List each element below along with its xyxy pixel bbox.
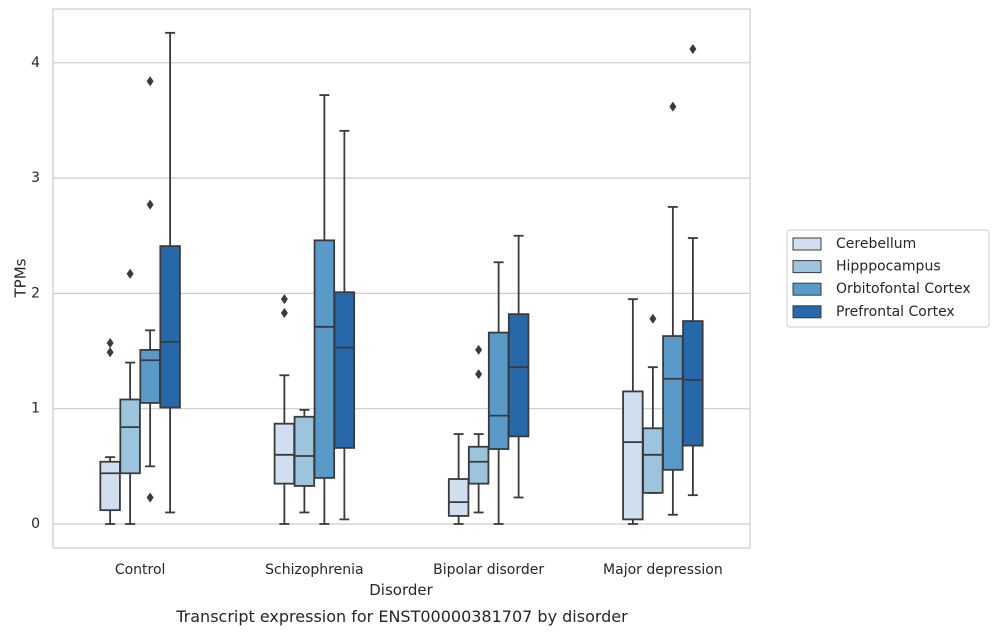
x-axis-title: Disorder: [369, 581, 433, 599]
iqr-box: [99, 460, 121, 512]
iqr-box: [273, 422, 296, 485]
iqr-box: [447, 478, 470, 517]
box-prefrontal-cortex: [333, 129, 356, 521]
box-hipppocampus: [642, 313, 664, 494]
iqr-box: [682, 320, 704, 447]
x-tick-label: Major depression: [603, 562, 723, 578]
outlier-point: [689, 43, 697, 54]
box-hipppocampus: [467, 344, 490, 514]
box-cerebellum: [622, 298, 644, 525]
box-prefrontal-cortex: [507, 234, 530, 499]
legend-label: Hipppocampus: [836, 259, 941, 275]
legend-label: Prefrontal Cortex: [836, 304, 955, 320]
iqr-box: [622, 390, 644, 521]
box-series: [99, 31, 704, 525]
legend-swatch: [792, 282, 822, 296]
x-tick-labels: Control Schizophrenia Bipolar disorder Majo…: [115, 562, 723, 578]
outlier-point: [280, 308, 288, 319]
iqr-box: [159, 245, 181, 409]
outlier-point: [106, 347, 114, 358]
legend-swatch: [792, 237, 822, 251]
outlier-point: [475, 369, 483, 380]
box-orbitofontal-cortex: [139, 76, 161, 503]
box-prefrontal-cortex: [159, 31, 181, 514]
box-orbitofontal-cortex: [487, 261, 510, 525]
outlier-point: [146, 76, 154, 87]
y-tick-label: 1: [31, 401, 40, 417]
iqr-box: [139, 348, 161, 404]
legend-label: Orbitofontal Cortex: [836, 281, 971, 297]
outlier-point: [669, 101, 677, 112]
box-hipppocampus: [293, 408, 316, 514]
iqr-box: [333, 291, 356, 449]
outlier-point: [146, 199, 154, 210]
iqr-box: [662, 335, 684, 471]
y-tick-label: 0: [31, 516, 40, 532]
iqr-box: [119, 398, 141, 475]
box-orbitofontal-cortex: [313, 94, 336, 525]
plot-area-frame: [52, 8, 751, 549]
y-tick-label: 3: [31, 170, 40, 186]
outlier-point: [649, 313, 657, 324]
iqr-box: [293, 415, 316, 487]
box-prefrontal-cortex: [682, 43, 704, 497]
legend-swatch: [792, 305, 822, 319]
iqr-box: [642, 427, 664, 494]
outlier-point: [280, 294, 288, 305]
box-hipppocampus: [119, 268, 141, 525]
legend-frame: [786, 229, 990, 328]
iqr-box: [487, 331, 510, 450]
box-cerebellum: [447, 433, 470, 525]
outlier-point: [146, 492, 154, 503]
legend: Cerebellum Hipppocampus Orbitofontal Corte…: [786, 229, 990, 328]
outlier-point: [106, 337, 114, 348]
y-axis-title: TPMs: [12, 258, 30, 298]
iqr-box: [507, 313, 530, 438]
x-tick-label: Schizophrenia: [265, 562, 363, 578]
legend-label: Cerebellum: [836, 236, 916, 252]
y-tick-labels: 0 1 2 3 4: [31, 55, 40, 532]
outlier-point: [126, 268, 134, 279]
x-tick-label: Control: [115, 562, 166, 578]
box-orbitofontal-cortex: [662, 101, 684, 516]
box-cerebellum: [99, 337, 121, 525]
iqr-box: [313, 239, 336, 479]
y-tick-label: 4: [31, 55, 40, 71]
outlier-point: [475, 344, 483, 355]
iqr-box: [467, 445, 490, 485]
y-tick-label: 2: [31, 285, 40, 301]
x-tick-label: Bipolar disorder: [433, 562, 544, 578]
chart-caption: Transcript expression for ENST0000038170…: [175, 607, 628, 626]
legend-swatch: [792, 260, 822, 274]
